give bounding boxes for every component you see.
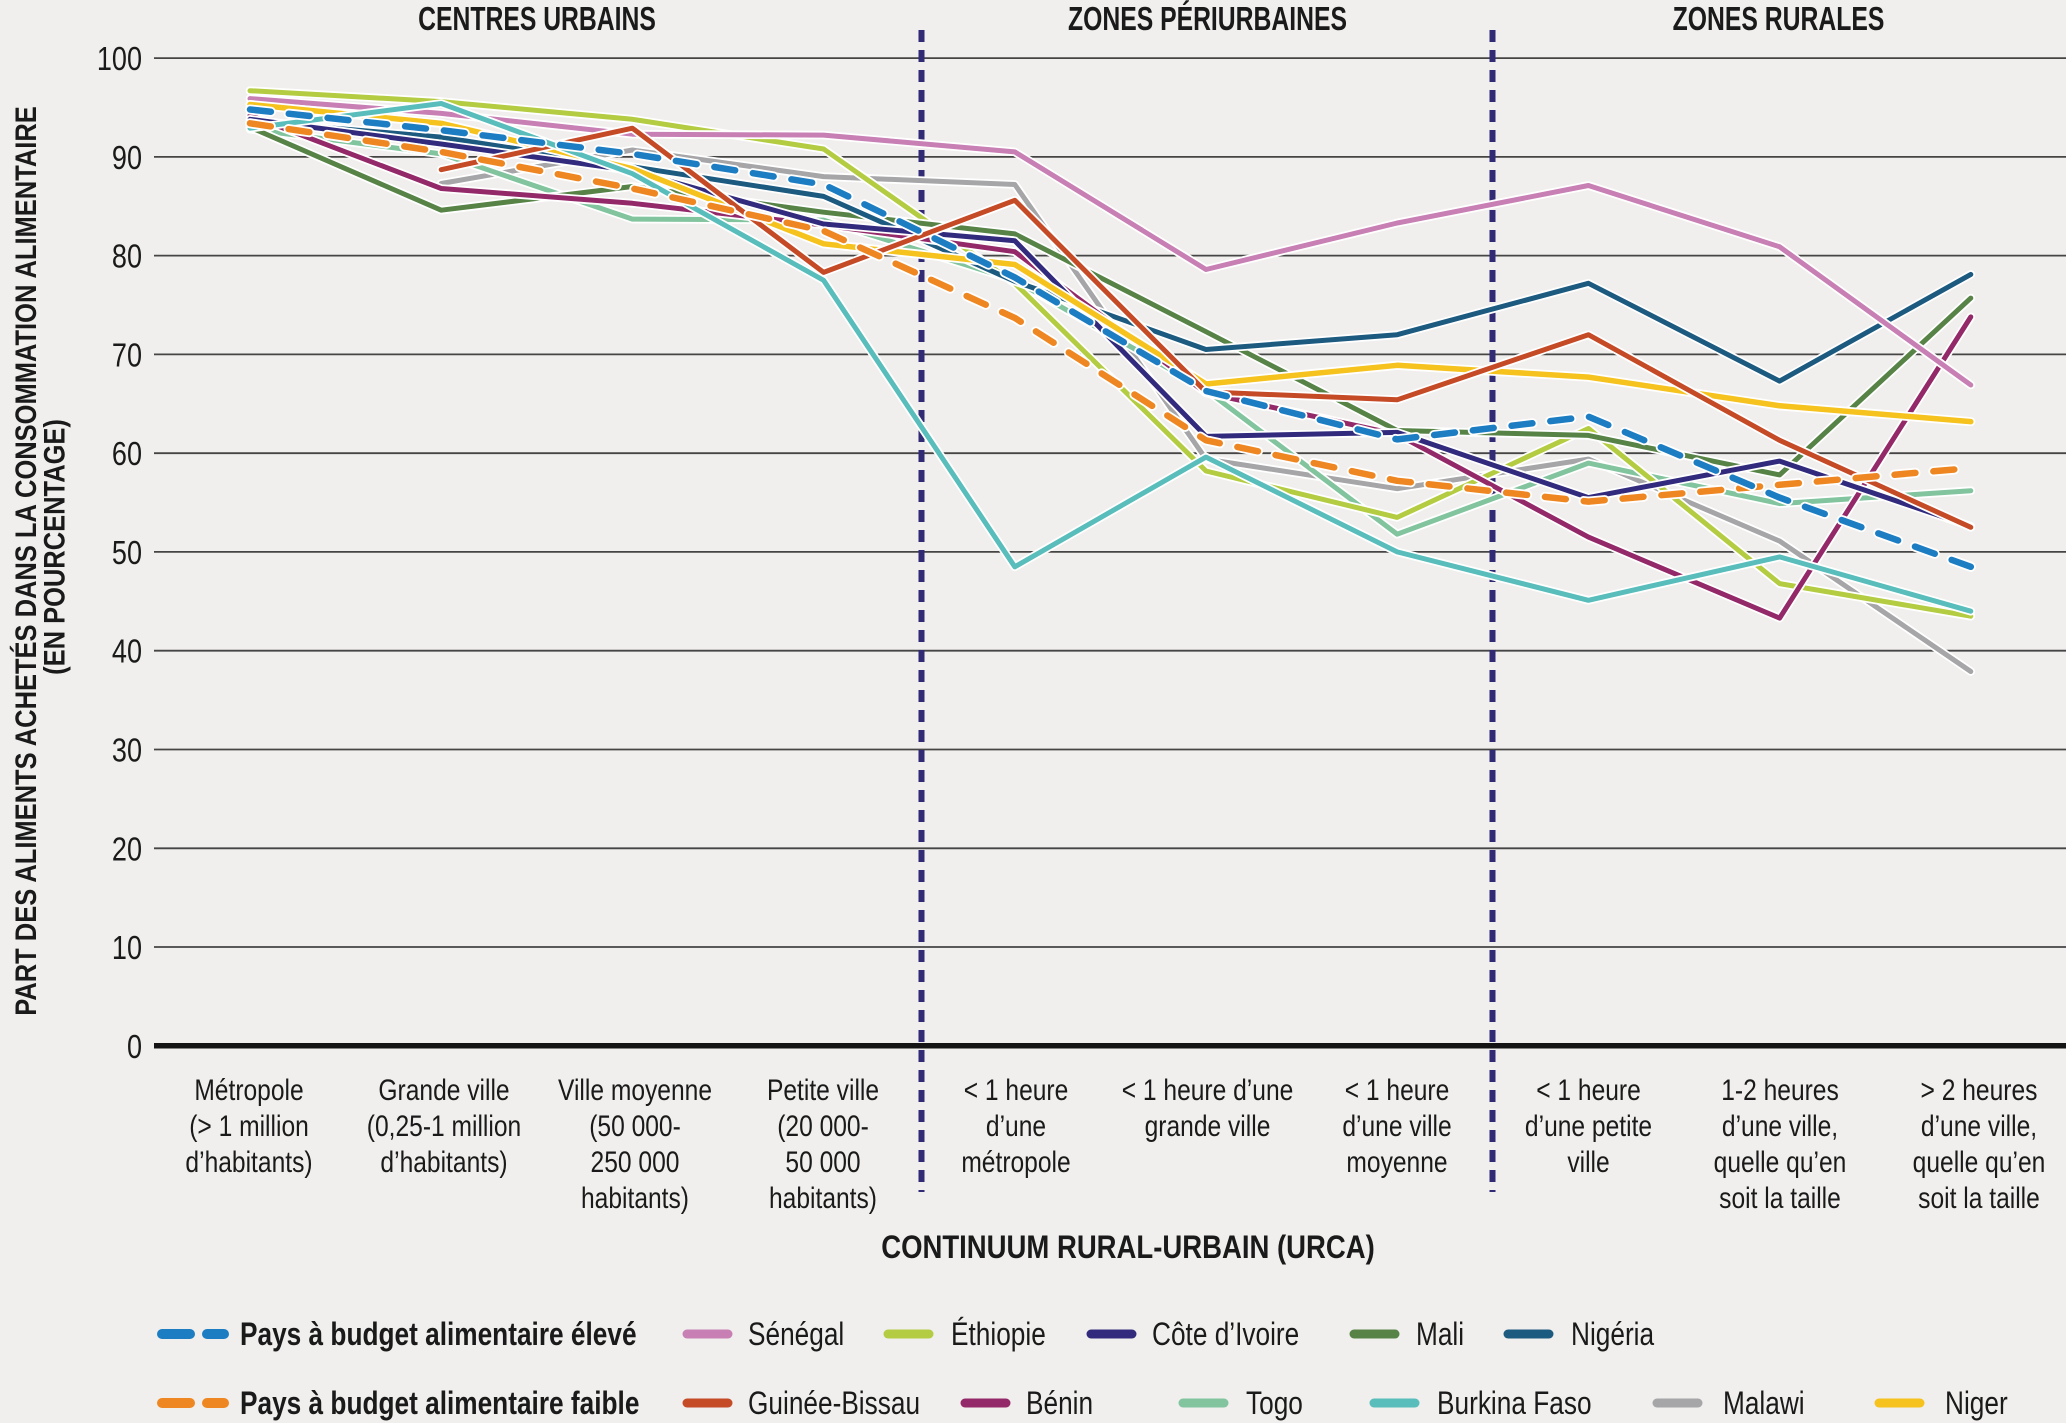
svg-text:10: 10 <box>112 931 142 967</box>
svg-text:Côte d’Ivoire: Côte d’Ivoire <box>1152 1318 1299 1353</box>
svg-text:Malawi: Malawi <box>1723 1387 1805 1422</box>
svg-text:30: 30 <box>112 733 142 769</box>
svg-text:Bénin: Bénin <box>1026 1387 1093 1422</box>
svg-text:Nigéria: Nigéria <box>1571 1318 1655 1353</box>
svg-text:Burkina Faso: Burkina Faso <box>1437 1387 1592 1422</box>
svg-text:ZONES RURALES: ZONES RURALES <box>1673 2 1885 38</box>
svg-text:Niger: Niger <box>1945 1387 2008 1422</box>
svg-text:Sénégal: Sénégal <box>748 1318 844 1353</box>
svg-text:40: 40 <box>112 634 142 670</box>
svg-text:50: 50 <box>112 535 142 571</box>
svg-text:PART DES ALIMENTS ACHETÉS DANS: PART DES ALIMENTS ACHETÉS DANS LA CONSOM… <box>9 106 42 1016</box>
svg-text:(EN POURCENTAGE): (EN POURCENTAGE) <box>38 419 71 675</box>
svg-text:ZONES PÉRIURBAINES: ZONES PÉRIURBAINES <box>1068 0 1347 38</box>
svg-text:90: 90 <box>112 140 142 176</box>
svg-text:70: 70 <box>112 338 142 374</box>
svg-text:0: 0 <box>127 1029 142 1065</box>
svg-text:Pays à budget alimentaire élev: Pays à budget alimentaire élevé <box>240 1318 637 1353</box>
svg-text:Guinée-Bissau: Guinée-Bissau <box>748 1387 920 1422</box>
svg-text:100: 100 <box>97 42 142 78</box>
svg-text:CENTRES URBAINS: CENTRES URBAINS <box>418 2 656 38</box>
svg-text:CONTINUUM RURAL-URBAIN (URCA): CONTINUUM RURAL-URBAIN (URCA) <box>881 1230 1375 1265</box>
svg-text:Pays à budget alimentaire faib: Pays à budget alimentaire faible <box>240 1387 639 1422</box>
svg-text:80: 80 <box>112 239 142 275</box>
svg-text:Éthiopie: Éthiopie <box>951 1317 1046 1353</box>
svg-text:20: 20 <box>112 832 142 868</box>
svg-text:Togo: Togo <box>1246 1387 1303 1422</box>
svg-text:Mali: Mali <box>1416 1318 1464 1353</box>
svg-text:60: 60 <box>112 437 142 473</box>
